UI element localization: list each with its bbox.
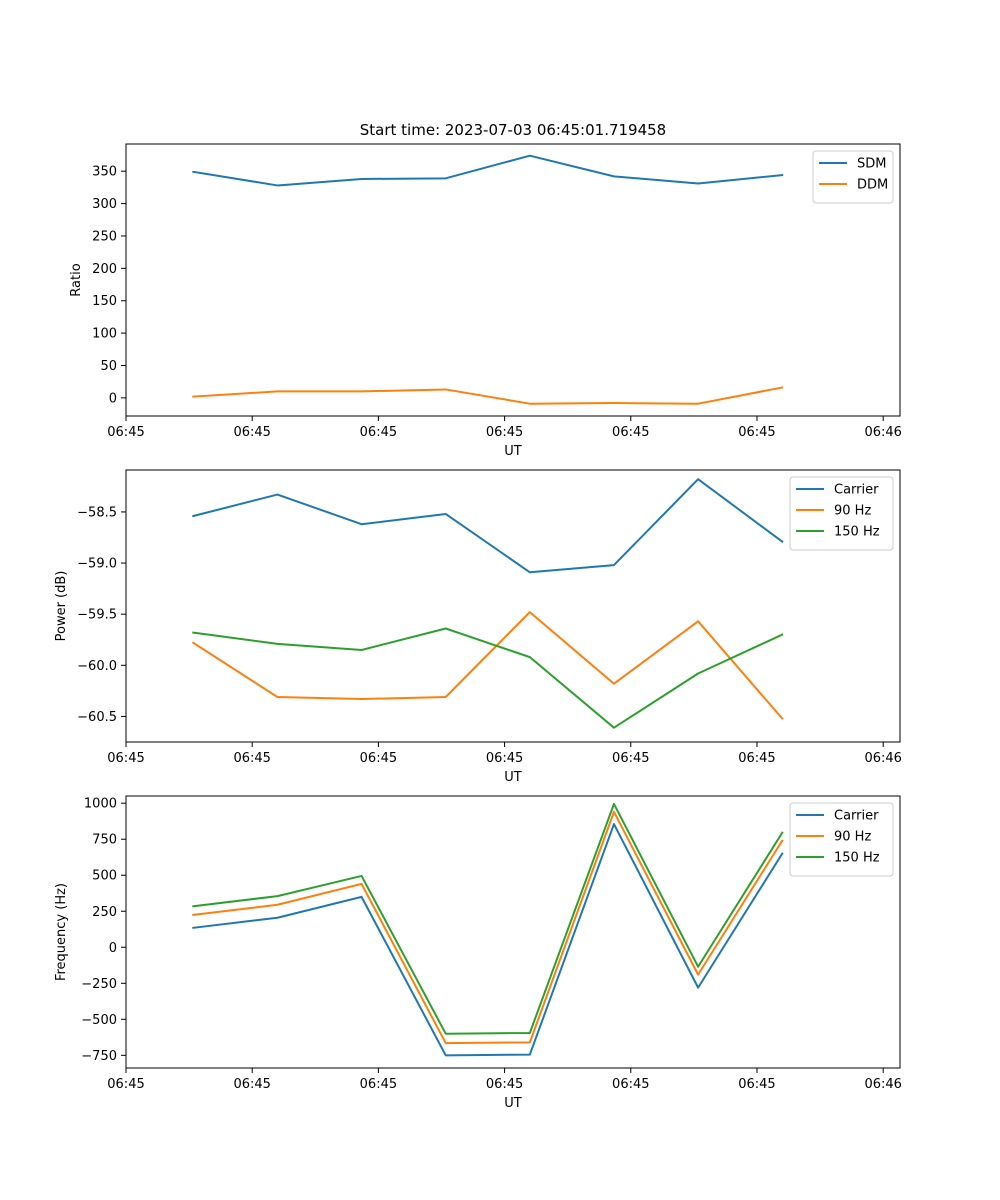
series-line-1-1 [192,154,784,187]
x-axis-label: UT [504,770,522,785]
series-line-2-1 [192,478,784,574]
series-line-2-3 [192,627,784,729]
x-tick-label: 06:45 [486,751,523,766]
legend-label: DDM [857,178,888,193]
x-tick-label: 06:45 [233,425,270,440]
x-tick-label: 06:45 [360,751,397,766]
x-tick-label: 06:45 [612,425,649,440]
chart-panel-3: 06:45 06:45 06:45 06:45 06:45 06:45 06:46 −750 −… [54,795,902,1111]
series-line-3-3 [192,802,784,1035]
x-tick-label: 06:45 [360,425,397,440]
legend-label: 90 Hz [834,830,871,845]
legend: Carrier 90 Hz 150 Hz [789,476,894,551]
y-tick-label: 50 [100,359,117,374]
y-tick-label: 150 [92,294,117,309]
y-tick-label: −60.5 [77,710,117,725]
y-tick-label: 350 [92,165,117,180]
x-axis-label: UT [504,1096,522,1111]
x-tick-label: 06:45 [360,1077,397,1092]
x-tick-label: 06:45 [738,425,775,440]
series-line-3-2 [192,810,784,1045]
legend-label: 90 Hz [834,504,871,519]
y-axis-label: Power (dB) [54,571,69,642]
legend-label: SDM [857,157,886,172]
series-line-1-2 [192,386,784,405]
x-tick-label: 06:45 [233,751,270,766]
x-tick-label: 06:46 [864,751,901,766]
series-line-3-1 [192,823,784,1057]
chart-panel-1: 06:45 06:45 06:45 06:45 06:45 06:45 06:46 0 50 10… [69,143,902,459]
y-tick-label: 200 [92,262,117,277]
x-tick-label: 06:45 [233,1077,270,1092]
y-tick-label: −59.0 [77,557,117,572]
axes-frame [125,795,901,1069]
x-tick-label: 06:45 [612,751,649,766]
x-tick-label: 06:45 [612,1077,649,1092]
x-tick-label: 06:45 [738,751,775,766]
y-axis-label: Frequency (Hz) [54,883,69,981]
y-tick-label: −60.0 [77,659,117,674]
legend-label: Carrier [834,483,879,498]
x-tick-label: 06:45 [107,1077,144,1092]
y-tick-label: 250 [92,905,117,920]
legend: Carrier 90 Hz 150 Hz [789,802,894,877]
legend-label: Carrier [834,809,879,824]
legend: SDM DDM [812,150,894,204]
x-tick-label: 06:45 [738,1077,775,1092]
y-axis-label: Ratio [69,263,84,296]
y-tick-label: −250 [81,977,117,992]
x-tick-label: 06:45 [486,1077,523,1092]
x-tick-label: 06:45 [107,751,144,766]
x-tick-label: 06:45 [107,425,144,440]
y-tick-label: 1000 [84,797,117,812]
chart-panel-2: 06:45 06:45 06:45 06:45 06:45 06:45 06:46 −60.5… [54,469,902,785]
y-tick-label: 250 [92,229,117,244]
y-tick-label: 0 [109,391,117,406]
axes-frame [125,469,901,743]
x-tick-label: 06:46 [864,425,901,440]
y-tick-label: 750 [92,833,117,848]
x-axis-label: UT [504,444,522,459]
y-tick-label: 100 [92,327,117,342]
x-tick-label: 06:46 [864,1077,901,1092]
figure-title: Start time: 2023-07-03 06:45:01.719458 [360,121,666,139]
y-tick-label: −500 [81,1013,117,1028]
y-tick-label: 500 [92,869,117,884]
y-tick-label: −58.5 [77,505,117,520]
y-tick-label: 0 [109,941,117,956]
legend-label: 150 Hz [834,851,880,866]
y-tick-label: 300 [92,197,117,212]
x-tick-label: 06:45 [486,425,523,440]
series-line-2-2 [191,611,784,720]
y-tick-label: −750 [81,1049,117,1064]
y-tick-label: −59.5 [77,608,117,623]
axes-frame [125,143,901,417]
legend-label: 150 Hz [834,525,880,540]
